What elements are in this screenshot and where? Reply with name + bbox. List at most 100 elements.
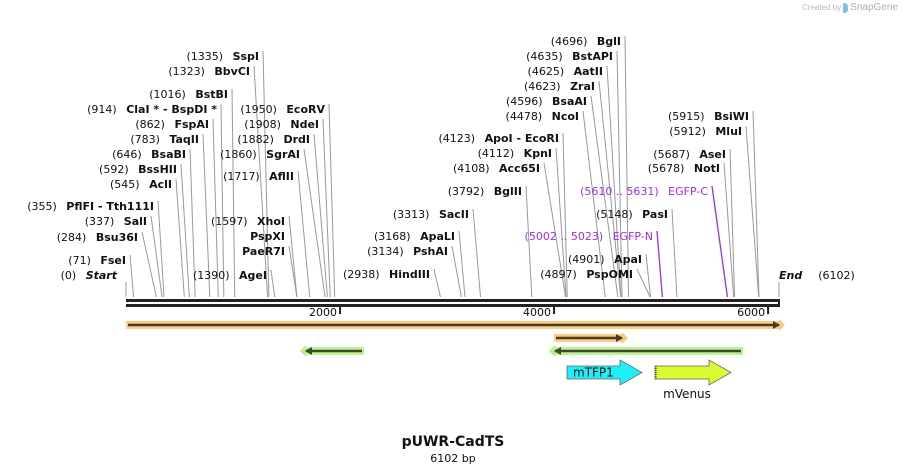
site-label[interactable]: (1335) SspI xyxy=(186,50,259,63)
site-bbvci[interactable]: (1323) BbvCI xyxy=(168,65,269,298)
site-label[interactable]: (5148) PasI xyxy=(596,208,668,221)
orange-short-arrow[interactable] xyxy=(554,332,628,344)
site-label[interactable]: (5002 .. 5023) EGFP-N xyxy=(525,230,653,243)
site-label[interactable]: (3313) SacII xyxy=(393,208,469,221)
site-apoi-ecori[interactable]: (4123) ApoI - EcoRI xyxy=(439,132,568,298)
site-label[interactable]: (284) Bsu36I xyxy=(57,231,138,244)
site-pspxi[interactable]: PspXI xyxy=(250,230,285,243)
site-taqii[interactable]: (783) TaqII xyxy=(130,133,211,298)
feature-mvenus[interactable]: mVenus xyxy=(654,359,732,401)
site-label[interactable]: (1860) SgrAI xyxy=(220,148,300,161)
site-aatii[interactable]: (4625) AatII xyxy=(528,65,622,298)
site-acli[interactable]: (545) AclI xyxy=(110,178,185,298)
orange-full-arrow[interactable] xyxy=(126,319,785,331)
site-agei[interactable]: (1390) AgeI xyxy=(193,269,276,298)
site-label[interactable]: (862) FspAI xyxy=(135,118,209,131)
site-label[interactable]: (914) ClaI * - BspDI * xyxy=(87,103,217,116)
site-bgli[interactable]: (4696) BglI xyxy=(551,35,630,298)
site-label[interactable]: PaeR7I xyxy=(242,245,285,258)
site-label[interactable]: (783) TaqII xyxy=(130,133,199,146)
site-apali[interactable]: (3168) ApaLI xyxy=(374,230,466,298)
site-label[interactable]: (1597) XhoI xyxy=(211,215,285,228)
site-label[interactable]: (646) BsaBI xyxy=(112,148,186,161)
site-sgrai[interactable]: (1860) SgrAI xyxy=(220,148,326,298)
site-label[interactable]: (5678) NotI xyxy=(648,162,720,175)
site-zrai[interactable]: (4623) ZraI xyxy=(524,80,622,298)
site-bstbi[interactable]: (1016) BstBI xyxy=(149,88,236,298)
site-pasi[interactable]: (5148) PasI xyxy=(596,208,678,298)
site-label[interactable]: (4625) AatII xyxy=(528,65,603,78)
site-apai[interactable]: (4901) ApaI xyxy=(568,253,651,298)
site-label[interactable]: (1950) EcoRV xyxy=(240,103,325,116)
site-sspi[interactable]: (1335) SspI xyxy=(186,50,270,298)
site-mlui[interactable]: (5912) MluI xyxy=(669,125,760,298)
site-label[interactable]: PspXI xyxy=(250,230,285,243)
site-xhoi[interactable]: (1597) XhoI xyxy=(211,215,298,298)
site-end[interactable]: End (6102) xyxy=(778,269,855,297)
site-label[interactable]: (1323) BbvCI xyxy=(168,65,250,78)
site-label[interactable]: (1016) BstBI xyxy=(149,88,228,101)
site-asei[interactable]: (5687) AseI xyxy=(653,148,736,298)
site-bsshii[interactable]: (592) BssHII xyxy=(99,163,190,298)
site-bglii[interactable]: (3792) BglII xyxy=(448,185,533,298)
site-bsu36i[interactable]: (284) Bsu36I xyxy=(57,231,157,298)
site-label[interactable]: (355) PflFI - Tth111I xyxy=(27,200,154,213)
site-pflfi-tth111i[interactable]: (355) PflFI - Tth111I xyxy=(27,200,165,298)
site-drdi[interactable]: (1882) DrdI xyxy=(237,133,328,298)
site-pshai[interactable]: (3134) PshAI xyxy=(367,245,462,298)
site-fspai[interactable]: (862) FspAI xyxy=(135,118,219,298)
site-label[interactable]: (1390) AgeI xyxy=(193,269,267,282)
site-bsiwi[interactable]: (5915) BsiWI xyxy=(668,110,760,298)
site-ecorv[interactable]: (1950) EcoRV xyxy=(240,103,336,298)
feature-mtfp1[interactable]: mTFP1 xyxy=(566,359,643,386)
site-egfp-c[interactable]: (5610 .. 5631) EGFP-C xyxy=(580,185,729,298)
site-label[interactable]: (4108) Acc65I xyxy=(453,162,540,175)
site-label[interactable]: (4897) PspOMI xyxy=(540,268,633,281)
site-start[interactable]: (0) Start xyxy=(61,269,127,297)
site-label[interactable]: End (6102) xyxy=(779,269,855,282)
site-label[interactable]: (5912) MluI xyxy=(669,125,742,138)
site-label[interactable]: (4112) KpnI xyxy=(478,147,552,160)
site-fsei[interactable]: (71) FseI xyxy=(68,254,135,298)
site-clai-bspdi-[interactable]: (914) ClaI * - BspDI * xyxy=(87,103,225,298)
site-sali[interactable]: (337) SalI xyxy=(85,215,163,298)
site-label[interactable]: (5610 .. 5631) EGFP-C xyxy=(580,185,708,198)
site-acc65i[interactable]: (4108) Acc65I xyxy=(453,162,567,298)
site-label[interactable]: (0) Start xyxy=(61,269,118,282)
site-label[interactable]: (1908) NdeI xyxy=(244,118,319,131)
site-bstapi[interactable]: (4635) BstAPI xyxy=(526,50,623,298)
site-egfp-n[interactable]: (5002 .. 5023) EGFP-N xyxy=(525,230,664,298)
site-label[interactable]: (4596) BsaAI xyxy=(506,95,587,108)
site-label[interactable]: (1717) AflII xyxy=(223,170,294,183)
site-label[interactable]: (2938) HindIII xyxy=(343,268,430,281)
site-label[interactable]: (4696) BglI xyxy=(551,35,621,48)
site-kpni[interactable]: (4112) KpnI xyxy=(478,147,567,298)
site-label[interactable]: (4901) ApaI xyxy=(568,253,642,266)
site-label[interactable]: (71) FseI xyxy=(68,254,126,267)
green-long-arrow[interactable] xyxy=(549,345,743,357)
site-bsabi[interactable]: (646) BsaBI xyxy=(112,148,196,298)
site-label[interactable]: (4478) NcoI xyxy=(506,110,579,123)
site-label[interactable]: (3134) PshAI xyxy=(367,245,448,258)
site-label[interactable]: (3792) BglII xyxy=(448,185,522,198)
site-label[interactable]: (592) BssHII xyxy=(99,163,177,176)
site-ncoi[interactable]: (4478) NcoI xyxy=(506,110,606,298)
site-hindiii[interactable]: (2938) HindIII xyxy=(343,268,441,298)
site-label[interactable]: (545) AclI xyxy=(110,178,172,191)
site-label[interactable]: (4635) BstAPI xyxy=(526,50,613,63)
site-sacii[interactable]: (3313) SacII xyxy=(393,208,482,298)
site-aflii[interactable]: (1717) AflII xyxy=(223,170,311,298)
site-bsaai[interactable]: (4596) BsaAI xyxy=(506,95,619,298)
site-label[interactable]: (5915) BsiWI xyxy=(668,110,749,123)
green-short-arrow[interactable] xyxy=(300,345,364,357)
site-pspomi[interactable]: (4897) PspOMI xyxy=(540,268,651,298)
site-noti[interactable]: (5678) NotI xyxy=(648,162,735,298)
site-label[interactable]: (4623) ZraI xyxy=(524,80,595,93)
site-ndei[interactable]: (1908) NdeI xyxy=(244,118,331,298)
site-label[interactable]: (337) SalI xyxy=(85,215,147,228)
site-label[interactable]: (4123) ApoI - EcoRI xyxy=(439,132,560,145)
site-label[interactable]: (3168) ApaLI xyxy=(374,230,455,243)
site-paer7i[interactable]: PaeR7I xyxy=(242,245,298,298)
site-label[interactable]: (5687) AseI xyxy=(653,148,726,161)
site-label[interactable]: (1882) DrdI xyxy=(237,133,310,146)
